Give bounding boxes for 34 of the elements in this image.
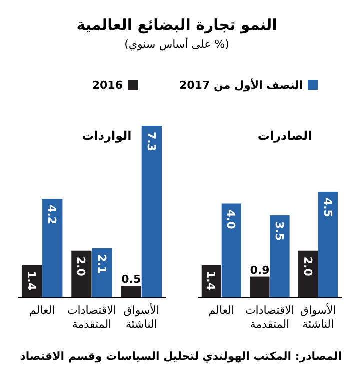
text: الصادرات	[258, 129, 312, 143]
x-tick-label: العالم	[208, 304, 235, 317]
bar	[250, 276, 270, 298]
data-label: 4.2	[46, 205, 59, 225]
data-label: 1.4	[204, 271, 218, 291]
data-label: 3.5	[273, 222, 286, 242]
text: المصادر: المكتب الهولندي لتحليل السياسات وقسم الاقتصاد	[20, 350, 342, 363]
data-label: 7.3	[144, 132, 158, 152]
data-label: 2.1	[95, 254, 108, 274]
bar	[42, 199, 63, 298]
x-tick-label: الأسواق الناشئة	[124, 303, 160, 331]
legend-label: النصف الأول من 2017	[180, 78, 303, 92]
data-label: 0.5	[122, 273, 142, 286]
bar	[222, 204, 242, 298]
bar	[72, 250, 92, 298]
data-label: 4.0	[224, 210, 238, 230]
x-tick-label: الاقتصادات المتقدمة	[67, 304, 117, 331]
data-label: 4.5	[321, 198, 334, 218]
x-tick-label: الأسواق الناشئة	[300, 303, 336, 331]
bar	[92, 248, 112, 298]
x-tick-label: العالم	[29, 304, 56, 317]
annotation: الواردات	[82, 129, 132, 143]
data-label: 2.0	[301, 256, 314, 277]
data-label: 0.9	[250, 264, 270, 277]
bar	[121, 286, 142, 298]
chart-title: النمو تجارة البضائع العالمية	[76, 16, 278, 34]
bar	[318, 192, 338, 298]
bar	[142, 126, 162, 298]
x-tick-label: الاقتصادات المتقدمة	[245, 304, 295, 331]
chart-subtitle: (% على أساس سنوي)	[124, 37, 230, 51]
bar	[270, 216, 290, 298]
legend-label: 2016	[92, 79, 124, 92]
data-label: 2.0	[74, 256, 88, 277]
data-label: 1.4	[25, 271, 38, 291]
